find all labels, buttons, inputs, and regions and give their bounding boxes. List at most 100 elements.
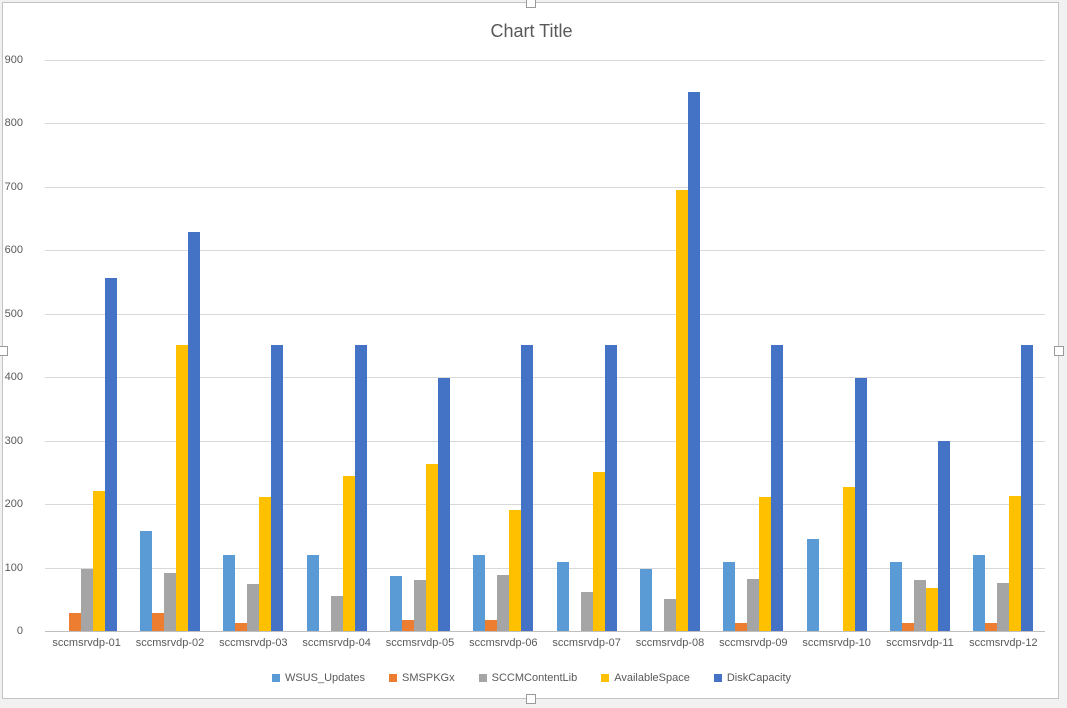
bar-DiskCapacity[interactable] <box>687 92 700 631</box>
bars-layer <box>45 60 1045 631</box>
bar-WSUS_Updates[interactable] <box>806 539 819 631</box>
bar-AvailableSpace[interactable] <box>92 491 105 631</box>
bar-SMSPKGx[interactable] <box>985 623 998 631</box>
gridline <box>45 60 1045 61</box>
bar-AvailableSpace[interactable] <box>175 345 188 631</box>
x-axis-label: sccmsrvdp-07 <box>552 637 621 649</box>
bar-WSUS_Updates[interactable] <box>139 531 152 631</box>
bar-WSUS_Updates[interactable] <box>723 562 736 631</box>
y-tick-label: 400 <box>4 371 23 384</box>
y-tick-label: 100 <box>4 561 23 574</box>
bar-group-sccmsrvdp-09 <box>712 60 795 631</box>
bar-WSUS_Updates[interactable] <box>889 562 902 631</box>
bar-SCCMContentLib[interactable] <box>997 583 1010 631</box>
bar-SCCMContentLib[interactable] <box>913 580 926 631</box>
bar-SCCMContentLib[interactable] <box>663 599 676 631</box>
bar-AvailableSpace[interactable] <box>842 487 855 631</box>
bar-WSUS_Updates[interactable] <box>473 555 486 631</box>
legend-item-SCCMContentLib[interactable]: SCCMContentLib <box>478 672 577 684</box>
bar-SCCMContentLib[interactable] <box>80 569 93 631</box>
bar-WSUS_Updates[interactable] <box>389 576 402 631</box>
x-axis-label: sccmsrvdp-04 <box>302 637 371 649</box>
x-axis-label: sccmsrvdp-12 <box>969 637 1038 649</box>
bar-AvailableSpace[interactable] <box>592 472 605 631</box>
bar-DiskCapacity[interactable] <box>521 345 534 631</box>
bar-DiskCapacity[interactable] <box>271 345 284 631</box>
resize-handle-left[interactable] <box>0 346 8 356</box>
bar-AvailableSpace[interactable] <box>425 464 438 631</box>
legend-item-WSUS_Updates[interactable]: WSUS_Updates <box>271 672 365 684</box>
bar-AvailableSpace[interactable] <box>759 497 772 631</box>
x-axis-label: sccmsrvdp-08 <box>635 637 705 649</box>
bar-group-sccmsrvdp-02 <box>128 60 211 631</box>
gridline <box>45 504 1045 506</box>
bar-DiskCapacity[interactable] <box>604 345 617 631</box>
x-axis-label: sccmsrvdp-01 <box>52 637 121 649</box>
y-tick-label: 200 <box>4 498 23 511</box>
legend-item-AvailableSpace[interactable]: AvailableSpace <box>601 672 690 684</box>
bar-WSUS_Updates[interactable] <box>556 562 569 631</box>
legend-item-SMSPKGx[interactable]: SMSPKGx <box>389 672 455 684</box>
bar-AvailableSpace[interactable] <box>509 510 522 631</box>
bar-WSUS_Updates[interactable] <box>973 555 986 631</box>
legend-swatch <box>389 674 398 682</box>
bar-SCCMContentLib[interactable] <box>330 596 343 631</box>
legend-item-DiskCapacity[interactable]: DiskCapacity <box>713 672 791 684</box>
x-axis-label: sccmsrvdp-02 <box>135 637 205 649</box>
gridline <box>45 567 1045 569</box>
bar-SCCMContentLib[interactable] <box>580 592 593 631</box>
bar-group-sccmsrvdp-11 <box>878 60 961 631</box>
x-axis[interactable]: sccmsrvdp-01 sccmsrvdp-02 sccmsrvdp-03 sccm… <box>45 637 1045 649</box>
legend-label: SMSPKGx <box>402 672 455 684</box>
bar-SCCMContentLib[interactable] <box>163 573 176 631</box>
bar-DiskCapacity[interactable] <box>354 345 367 631</box>
bar-DiskCapacity[interactable] <box>437 378 450 631</box>
bar-SMSPKGx[interactable] <box>401 620 414 631</box>
bar-group-sccmsrvdp-06 <box>462 60 545 631</box>
x-axis-label: sccmsrvdp-09 <box>719 637 788 649</box>
legend-swatch <box>713 674 722 682</box>
plot-area[interactable]: 0 100 200 300 400 500 600 700 800 900 <box>5 54 1045 637</box>
bar-SMSPKGx[interactable] <box>68 613 81 631</box>
bar-AvailableSpace[interactable] <box>675 190 688 631</box>
legend[interactable]: WSUS_Updates SMSPKGx SCCMContentLib Availab… <box>3 672 1060 684</box>
bar-DiskCapacity[interactable] <box>1021 345 1034 631</box>
bar-SCCMContentLib[interactable] <box>497 575 510 631</box>
x-axis-line <box>45 631 1045 632</box>
bar-WSUS_Updates[interactable] <box>306 555 319 631</box>
chart-title[interactable]: Chart Title <box>490 21 573 41</box>
bar-group-sccmsrvdp-05 <box>378 60 461 631</box>
bar-AvailableSpace[interactable] <box>925 588 938 631</box>
y-tick-label: 800 <box>4 117 23 130</box>
x-axis-label: sccmsrvdp-06 <box>469 637 538 649</box>
bar-DiskCapacity[interactable] <box>854 378 867 631</box>
bar-DiskCapacity[interactable] <box>187 232 200 631</box>
bar-SMSPKGx[interactable] <box>235 623 248 631</box>
bar-AvailableSpace[interactable] <box>342 476 355 631</box>
resize-handle-bottom[interactable] <box>526 694 536 704</box>
bar-DiskCapacity[interactable] <box>771 345 784 631</box>
resize-handle-right[interactable] <box>1054 346 1064 356</box>
bar-AvailableSpace[interactable] <box>1009 496 1022 631</box>
bar-SCCMContentLib[interactable] <box>413 580 426 631</box>
bar-group-sccmsrvdp-01 <box>45 60 128 631</box>
x-axis-label: sccmsrvdp-10 <box>802 637 871 649</box>
resize-handle-top[interactable] <box>526 0 536 8</box>
bar-AvailableSpace[interactable] <box>259 497 272 631</box>
bar-SMSPKGx[interactable] <box>901 623 914 631</box>
bar-SCCMContentLib[interactable] <box>247 584 260 631</box>
x-axis-label: sccmsrvdp-11 <box>886 637 954 649</box>
bar-SMSPKGx[interactable] <box>735 623 748 631</box>
bar-WSUS_Updates[interactable] <box>223 555 236 631</box>
legend-swatch <box>478 674 487 682</box>
bar-SMSPKGx[interactable] <box>485 620 498 631</box>
y-tick-label: 300 <box>4 434 23 447</box>
bar-SCCMContentLib[interactable] <box>747 579 760 631</box>
bar-DiskCapacity[interactable] <box>937 441 950 631</box>
gridline <box>45 123 1045 125</box>
bar-SMSPKGx[interactable] <box>151 613 164 631</box>
bar-DiskCapacity[interactable] <box>104 278 117 631</box>
bar-WSUS_Updates[interactable] <box>639 569 652 631</box>
